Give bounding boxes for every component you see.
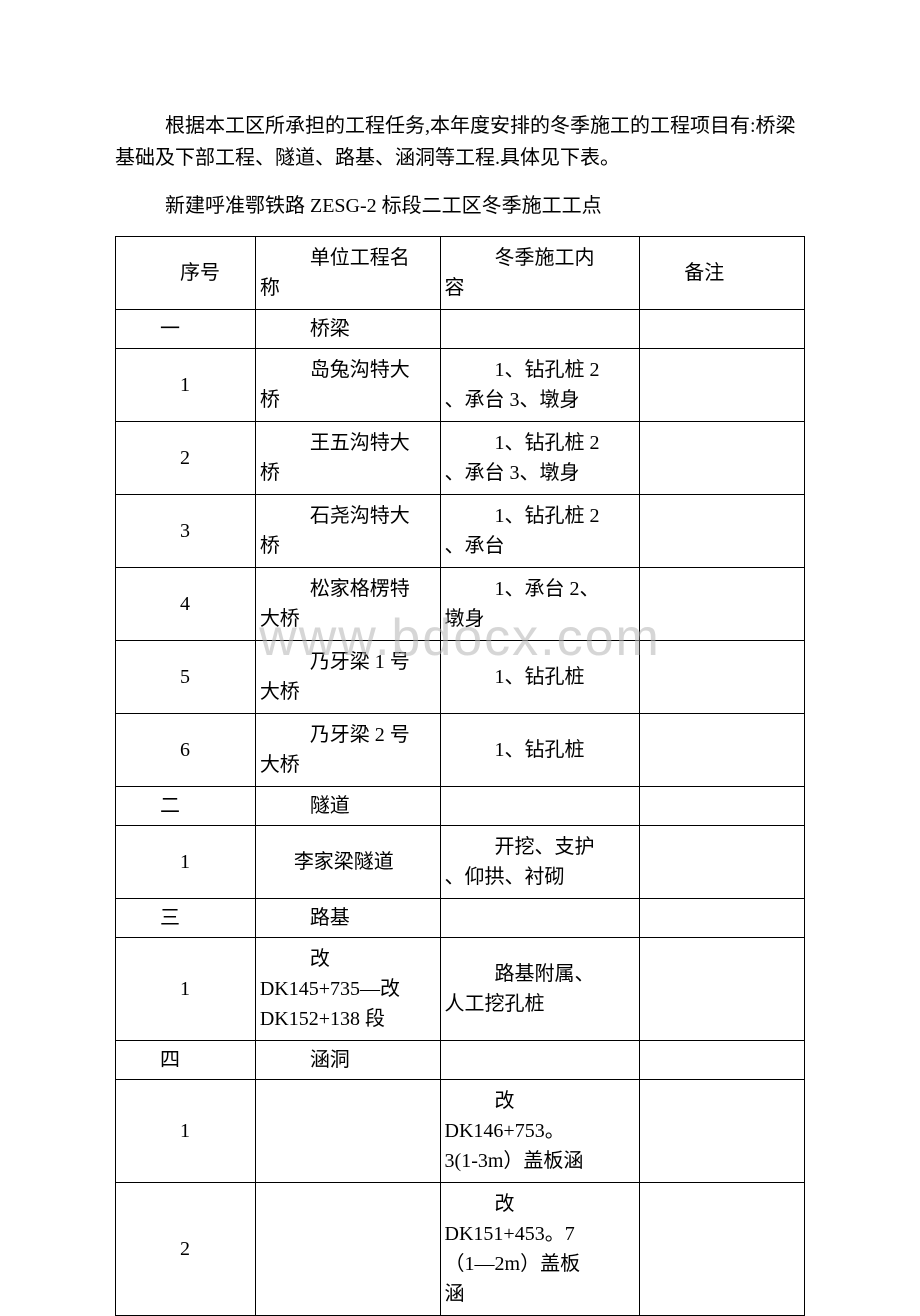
cell: 改DK151+453。7（1—2m）盖板涵 [440, 1183, 640, 1316]
cell: 涵洞 [255, 1041, 440, 1080]
cell: 王五沟特大桥 [255, 422, 440, 495]
header-col1: 序号 [116, 237, 256, 310]
cell: 改DK146+753。3(1-3m）盖板涵 [440, 1080, 640, 1183]
cell: 1 [116, 826, 256, 899]
cell: 松家格楞特大桥 [255, 568, 440, 641]
cell: 1、钻孔桩 2、承台 [440, 495, 640, 568]
cell [640, 641, 805, 714]
cell: 1、钻孔桩 [440, 714, 640, 787]
table-row: 5 乃牙梁 1 号大桥 1、钻孔桩 [116, 641, 805, 714]
cell: 隧道 [255, 787, 440, 826]
table-header-row: 序号 单位工程名 称 冬季施工内 容 备注 [116, 237, 805, 310]
header-col2: 单位工程名 称 [255, 237, 440, 310]
cell: 一 [116, 310, 256, 349]
cell: 1 [116, 938, 256, 1041]
cell: 乃牙梁 2 号大桥 [255, 714, 440, 787]
table-row: 三 路基 [116, 899, 805, 938]
table-row: 二 隧道 [116, 787, 805, 826]
cell: 李家梁隧道 [255, 826, 440, 899]
cell [640, 826, 805, 899]
cell: 3 [116, 495, 256, 568]
cell: 石尧沟特大桥 [255, 495, 440, 568]
cell [640, 568, 805, 641]
table-row: 1 改DK146+753。3(1-3m）盖板涵 [116, 1080, 805, 1183]
cell [640, 714, 805, 787]
cell: 四 [116, 1041, 256, 1080]
cell [640, 1080, 805, 1183]
cell: 岛兔沟特大桥 [255, 349, 440, 422]
cell: 乃牙梁 1 号大桥 [255, 641, 440, 714]
cell [440, 310, 640, 349]
header-col3: 冬季施工内 容 [440, 237, 640, 310]
cell: 5 [116, 641, 256, 714]
cell [640, 938, 805, 1041]
cell: 2 [116, 1183, 256, 1316]
table-row: 2 王五沟特大桥 1、钻孔桩 2、承台 3、墩身 [116, 422, 805, 495]
cell [640, 422, 805, 495]
cell: 路基 [255, 899, 440, 938]
cell: 1、承台 2、墩身 [440, 568, 640, 641]
cell [640, 310, 805, 349]
cell [640, 495, 805, 568]
intro-paragraph: 根据本工区所承担的工程任务,本年度安排的冬季施工的工程项目有:桥梁基础及下部工程… [115, 110, 805, 174]
cell [440, 787, 640, 826]
table-row: 1 李家梁隧道 开挖、支护、仰拱、衬砌 [116, 826, 805, 899]
cell [640, 1183, 805, 1316]
table-row: 3 石尧沟特大桥 1、钻孔桩 2、承台 [116, 495, 805, 568]
cell: 开挖、支护、仰拱、衬砌 [440, 826, 640, 899]
cell [640, 1041, 805, 1080]
cell: 路基附属、人工挖孔桩 [440, 938, 640, 1041]
cell [255, 1183, 440, 1316]
cell: 4 [116, 568, 256, 641]
table-row: 4 松家格楞特大桥 1、承台 2、墩身 [116, 568, 805, 641]
header-col4: 备注 [640, 237, 805, 310]
cell: 1 [116, 349, 256, 422]
table-subtitle: 新建呼准鄂铁路 ZESG-2 标段二工区冬季施工工点 [115, 190, 805, 222]
cell [440, 899, 640, 938]
table-row: 一 桥梁 [116, 310, 805, 349]
cell [640, 899, 805, 938]
table-row: 1 改DK145+735—改DK152+138 段 路基附属、人工挖孔桩 [116, 938, 805, 1041]
cell: 1、钻孔桩 [440, 641, 640, 714]
cell: 1、钻孔桩 2、承台 3、墩身 [440, 349, 640, 422]
cell: 6 [116, 714, 256, 787]
construction-table: 序号 单位工程名 称 冬季施工内 容 备注 一 桥梁 1 岛兔沟特大桥 1、钻孔… [115, 236, 805, 1316]
cell: 1、钻孔桩 2、承台 3、墩身 [440, 422, 640, 495]
cell [440, 1041, 640, 1080]
cell [640, 787, 805, 826]
table-row: 1 岛兔沟特大桥 1、钻孔桩 2、承台 3、墩身 [116, 349, 805, 422]
table-row: 2 改DK151+453。7（1—2m）盖板涵 [116, 1183, 805, 1316]
cell: 2 [116, 422, 256, 495]
cell [640, 349, 805, 422]
cell: 1 [116, 1080, 256, 1183]
cell: 改DK145+735—改DK152+138 段 [255, 938, 440, 1041]
cell: 二 [116, 787, 256, 826]
cell: 三 [116, 899, 256, 938]
table-row: 6 乃牙梁 2 号大桥 1、钻孔桩 [116, 714, 805, 787]
table-row: 四 涵洞 [116, 1041, 805, 1080]
cell: 桥梁 [255, 310, 440, 349]
cell [255, 1080, 440, 1183]
